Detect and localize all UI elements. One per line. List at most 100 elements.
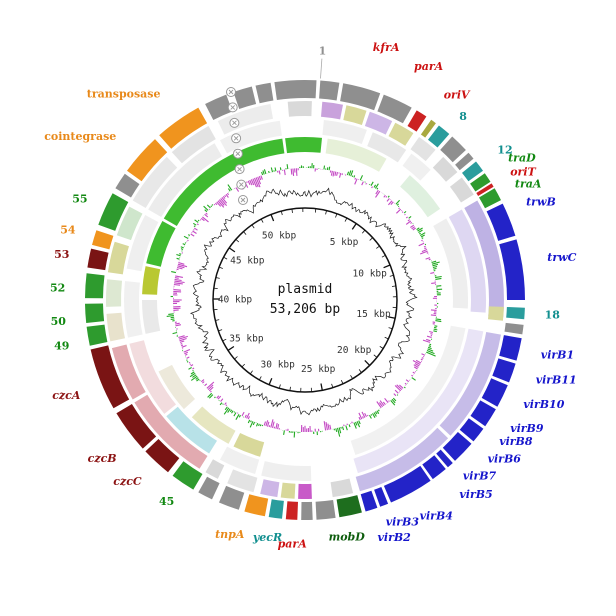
gene-arc-ring2 xyxy=(171,126,216,164)
gene-arc-ring1 xyxy=(436,449,453,468)
gene-arc-ring4 xyxy=(142,266,161,295)
backbone-tick xyxy=(258,376,262,381)
gc-skew-bar xyxy=(227,188,231,192)
gc-skew-bar xyxy=(178,335,185,339)
gc-skew-bar xyxy=(417,227,423,232)
gc-skew-bar xyxy=(210,390,212,393)
gc-skew-bar xyxy=(374,411,378,415)
gene-arc-ring3 xyxy=(261,461,312,482)
gc-skew-bar xyxy=(369,414,372,419)
gc-skew-bar xyxy=(250,420,252,423)
gc-skew-bar xyxy=(419,232,421,235)
gene-label: kfrA xyxy=(373,41,400,54)
gene-arc-ring3 xyxy=(126,215,159,272)
backbone-tick xyxy=(383,264,391,269)
gc-skew-bar xyxy=(429,343,432,346)
gc-skew-bar xyxy=(224,406,228,411)
gc-skew-bar xyxy=(246,181,248,184)
gene-label: oriV xyxy=(444,88,471,101)
gene-label: czcA xyxy=(52,389,81,402)
gene-label: traA xyxy=(515,177,542,190)
gc-skew-bar xyxy=(354,178,358,185)
backbone-tick xyxy=(381,254,386,258)
gene-label: virB5 xyxy=(459,488,492,501)
gc-skew-bar xyxy=(396,208,402,214)
gc-skew-bar xyxy=(411,377,416,381)
gc-skew-bar xyxy=(173,289,181,291)
gc-skew-bar xyxy=(433,330,437,333)
gc-skew-bar xyxy=(192,222,197,226)
gc-skew-bar xyxy=(208,394,214,399)
gene-arc-ring1 xyxy=(172,461,203,490)
gc-skew-bar xyxy=(338,427,342,434)
gene-arc-ring4 xyxy=(400,175,441,218)
backbone-tick xyxy=(227,345,235,351)
gc-skew-bar xyxy=(411,374,414,377)
gene-arc-ring3 xyxy=(220,446,260,474)
gc-skew-bar xyxy=(177,265,185,269)
gene-arc-ring2 xyxy=(364,111,393,135)
gene-arc-ring4 xyxy=(163,138,285,226)
gc-skew-bar xyxy=(237,412,239,414)
gene-arc-ring2 xyxy=(439,332,501,436)
gene-label: virB1 xyxy=(541,348,574,361)
backbone-tick xyxy=(213,287,218,289)
gc-skew-bar xyxy=(220,198,228,207)
gene-arc-ring1 xyxy=(315,500,336,520)
gc-skew-bar xyxy=(206,381,215,389)
backbone-tick xyxy=(384,336,389,340)
gc-skew-bar xyxy=(424,247,427,250)
gene-label: virB7 xyxy=(463,469,497,482)
gene-arc-ring2 xyxy=(410,137,436,162)
gc-skew-bar xyxy=(204,213,209,218)
backbone-tick xyxy=(218,266,223,269)
gene-arc-ring3 xyxy=(322,120,367,144)
gc-skew-bar xyxy=(418,229,423,233)
backbone-tick xyxy=(218,329,223,332)
gc-skew-bar xyxy=(429,330,434,334)
gene-arc-ring1 xyxy=(85,273,105,299)
gc-skew-bar xyxy=(180,248,184,251)
gc-skew-bar xyxy=(193,225,196,228)
gene-arc-ring2 xyxy=(105,279,122,307)
gene-label: mobD xyxy=(329,530,366,543)
gc-skew-bar xyxy=(435,275,442,279)
kbp-tick-label: 5 kbp xyxy=(330,237,359,248)
gc-skew-bar xyxy=(364,412,367,418)
gc-skew-bar xyxy=(166,314,174,317)
gc-skew-bar xyxy=(420,234,425,238)
gc-skew-bar xyxy=(376,187,379,190)
gc-skew-bar xyxy=(187,239,189,242)
gc-skew-bar xyxy=(391,398,396,404)
gc-skew-bar xyxy=(205,212,208,215)
gene-label: virB4 xyxy=(420,509,453,522)
gene-arc-ring2 xyxy=(321,101,343,120)
gc-skew-bar xyxy=(283,430,285,435)
gene-label: 12 xyxy=(497,144,512,157)
gc-skew-bar xyxy=(258,176,262,181)
gc-skew-bar xyxy=(260,175,263,180)
gc-skew-bar xyxy=(336,171,339,176)
gc-skew-bar xyxy=(395,199,401,205)
gc-skew-bar xyxy=(340,426,342,429)
gc-skew-bar xyxy=(174,280,185,284)
gene-arc-ring1 xyxy=(383,465,431,503)
gc-skew-bar xyxy=(253,177,259,188)
gc-skew-bar xyxy=(190,233,195,237)
gc-skew-bar xyxy=(370,414,373,416)
gc-skew-bar xyxy=(435,320,442,323)
gc-skew-bar xyxy=(174,282,183,285)
gc-skew-bar xyxy=(373,184,377,188)
gene-arc-ring2 xyxy=(132,156,178,208)
backbone-tick xyxy=(364,359,371,366)
gene-arc-ring4 xyxy=(146,221,176,267)
gc-skew-bar xyxy=(426,338,431,342)
gc-skew-bar xyxy=(224,402,227,406)
gene-arc-ring1 xyxy=(255,82,274,104)
backbone-tick xyxy=(249,370,253,375)
gene-arc-ring3 xyxy=(448,209,487,313)
gc-skew-bar xyxy=(218,199,225,206)
gc-skew-bar xyxy=(332,171,335,177)
gc-skew-bar xyxy=(374,183,379,189)
